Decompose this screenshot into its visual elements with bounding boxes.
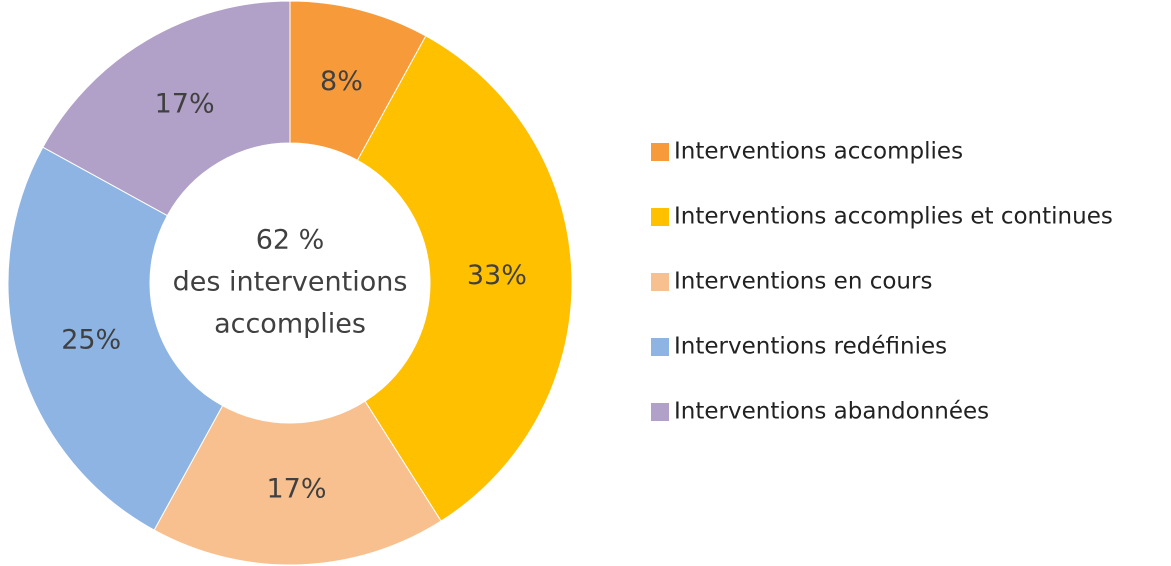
value-label: 17%: [266, 473, 326, 504]
legend-label: Interventions accomplies: [674, 139, 963, 165]
donut-segment: [356, 35, 573, 522]
value-label: 8%: [320, 66, 363, 97]
legend-label: Interventions en cours: [674, 269, 932, 295]
legend-label: Interventions accomplies et continues: [674, 204, 1113, 230]
legend-swatch: [651, 143, 669, 161]
donut-segment: [42, 0, 291, 217]
legend-label: Interventions redéfinies: [674, 334, 947, 360]
legend-swatch: [651, 403, 669, 421]
center-text: des interventions: [173, 267, 408, 298]
legend-swatch: [651, 338, 669, 356]
donut-segment: [153, 400, 442, 566]
value-label: 17%: [155, 88, 215, 119]
legend-label: Interventions abandonnées: [674, 399, 989, 425]
value-label: 25%: [61, 324, 121, 355]
legend-swatch: [651, 273, 669, 291]
donut-segment: [7, 146, 224, 531]
center-text: 62 %: [256, 225, 325, 256]
center-text: accomplies: [214, 309, 366, 340]
legend-swatch: [651, 208, 669, 226]
value-label: 33%: [467, 260, 527, 291]
